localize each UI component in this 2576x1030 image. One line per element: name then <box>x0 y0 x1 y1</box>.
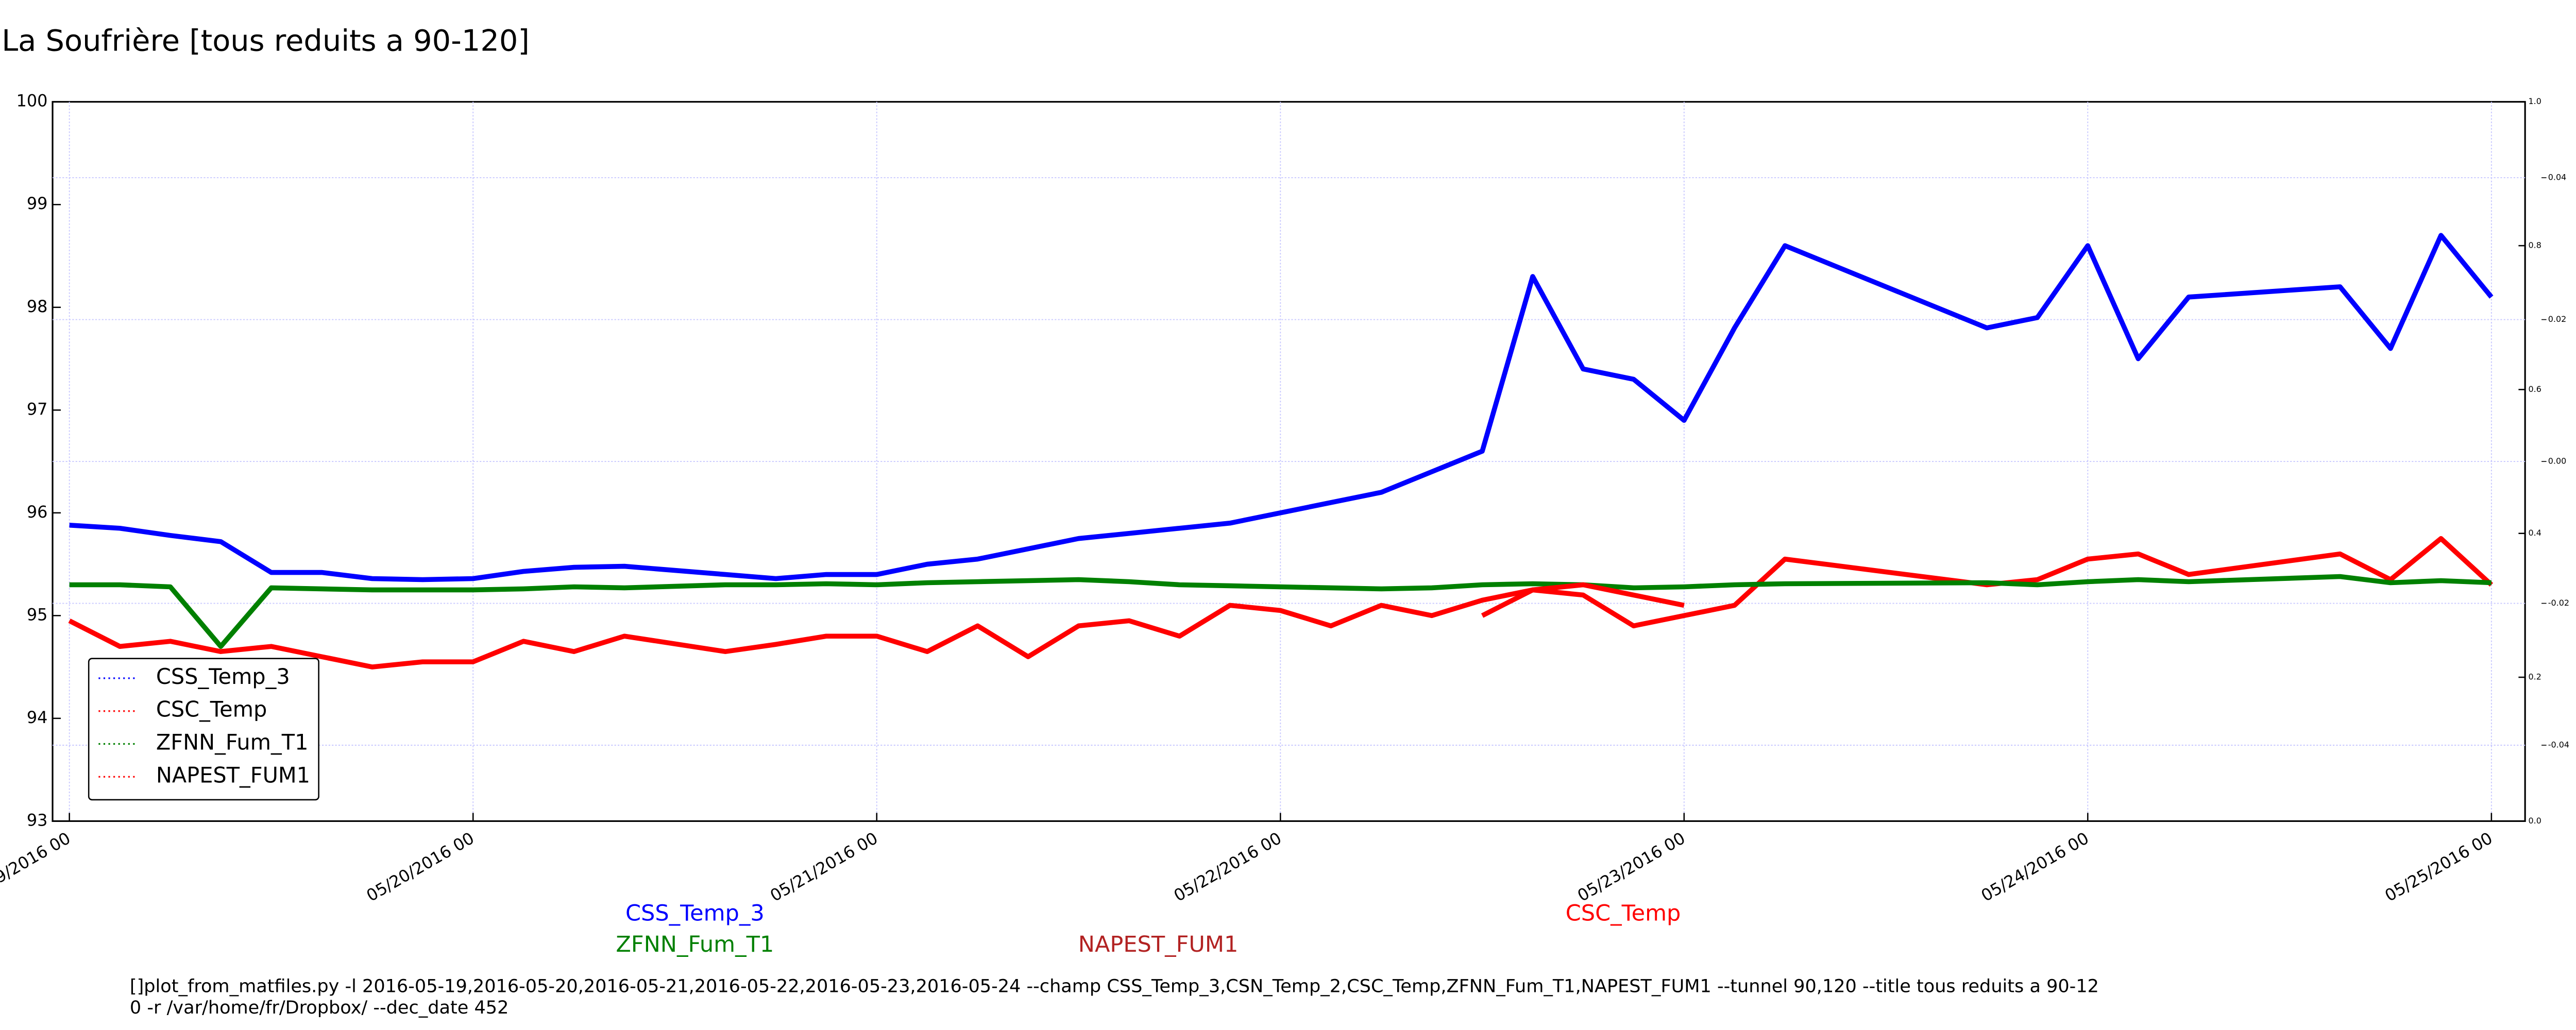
annotation: ZFNN_Fum_T1 <box>616 932 774 957</box>
command-line: []plot_from_matfiles.py -l 2016-05-19,20… <box>130 975 2099 997</box>
x-tick-label: 05/21/2016 00 <box>767 828 881 905</box>
y2-tick-label: 1.0 <box>2529 96 2541 106</box>
x-tick-label: 05/22/2016 00 <box>1171 828 1285 905</box>
y-tick-label: 94 <box>27 708 48 727</box>
command-line: 0 -r /var/home/fr/Dropbox/ --dec_date 45… <box>130 997 509 1018</box>
y2-tick-label: 0.4 <box>2529 528 2541 538</box>
y2-tick-label: 0.8 <box>2529 241 2541 250</box>
annotation: NAPEST_FUM1 <box>1078 932 1239 957</box>
x-tick-label: 05/23/2016 00 <box>1574 828 1688 905</box>
y-tick-label: 99 <box>27 194 48 213</box>
x-tick-label: 05/20/2016 00 <box>363 828 478 905</box>
y2-tick-label: 0.6 <box>2529 384 2541 394</box>
y2-tick-label: 0.0 <box>2529 816 2541 826</box>
y-tick-label: 93 <box>27 810 48 830</box>
legend-label: CSS_Temp_3 <box>156 664 290 689</box>
legend-label: ZFNN_Fum_T1 <box>156 730 309 755</box>
y3-tick-label: 0.00 <box>2548 456 2567 466</box>
annotation: CSC_Temp <box>1566 901 1681 926</box>
y-tick-label: 95 <box>27 605 48 624</box>
chart-title: La Soufrière [tous reduits a 90-120] <box>2 24 530 58</box>
y3-tick-label: 0.04 <box>2548 173 2567 182</box>
y2-tick-label: 0.2 <box>2529 672 2541 682</box>
y-tick-label: 98 <box>27 297 48 316</box>
legend-box <box>88 658 319 801</box>
series-line <box>68 536 2494 670</box>
series-line <box>69 574 2492 649</box>
series-line <box>69 233 2494 582</box>
y3-tick-label: 0.02 <box>2548 314 2567 324</box>
y-tick-label: 96 <box>27 502 48 522</box>
y-tick-label: 100 <box>16 91 48 111</box>
series-line <box>1481 582 1685 618</box>
legend-label: CSC_Temp <box>156 697 267 722</box>
y3-tick-label: -0.04 <box>2548 740 2569 750</box>
y-tick-label: 97 <box>27 399 48 419</box>
x-tick-label: 05/24/2016 00 <box>1978 828 2092 905</box>
annotation: CSS_Temp_3 <box>625 901 765 926</box>
x-tick-label: 05/25/2016 00 <box>2381 828 2496 905</box>
x-tick-label: 05/19/2016 00 <box>0 828 74 905</box>
legend-label: NAPEST_FUM1 <box>156 763 310 787</box>
y3-tick-label: -0.02 <box>2548 598 2569 608</box>
